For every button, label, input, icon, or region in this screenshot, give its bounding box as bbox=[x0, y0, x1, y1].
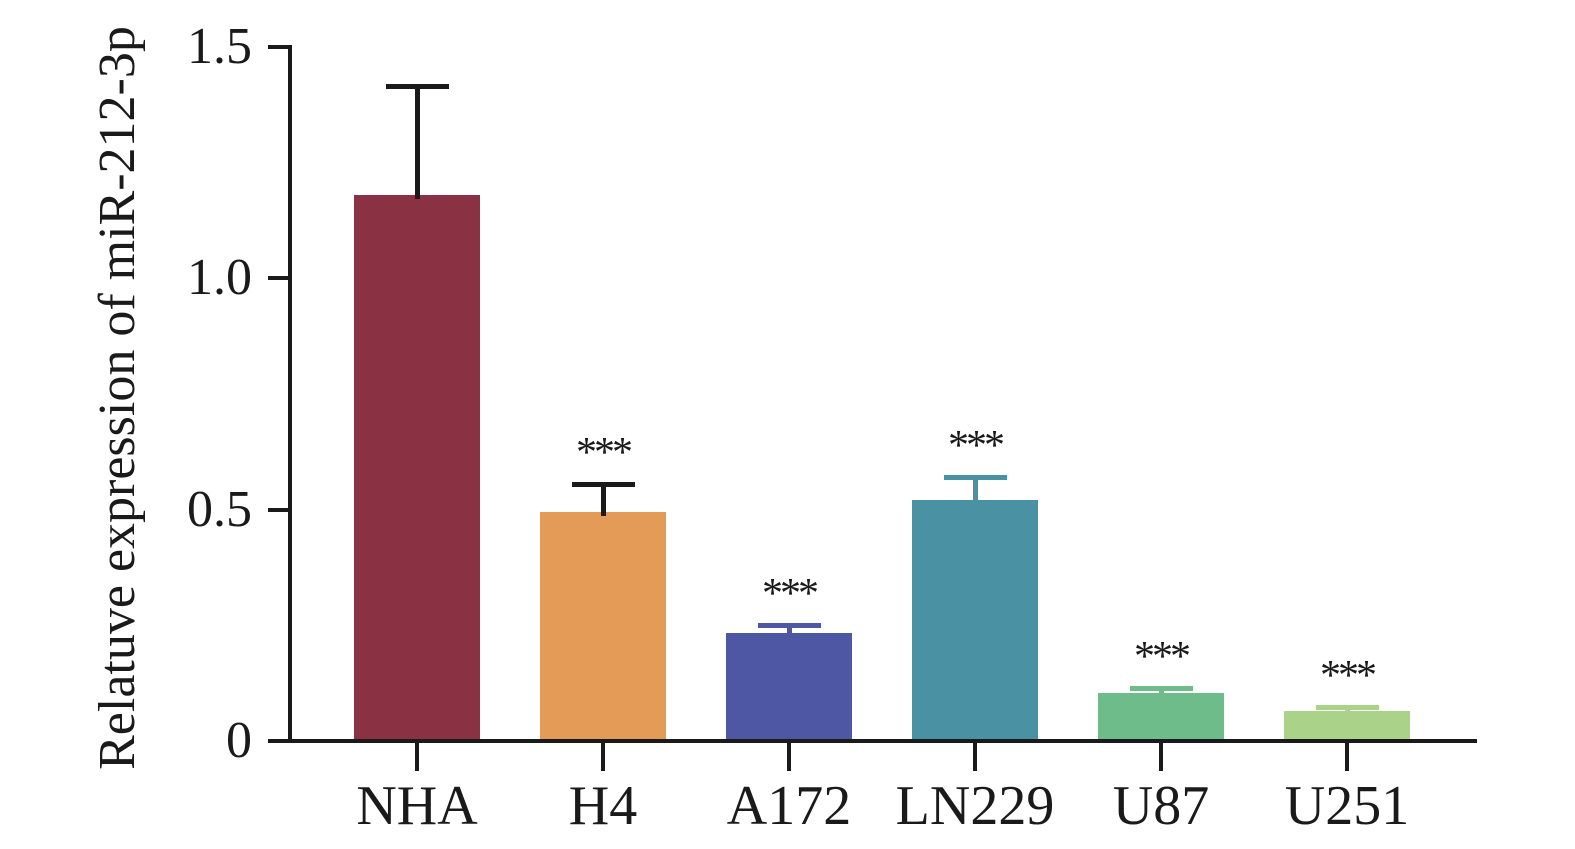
x-tick bbox=[601, 743, 605, 771]
bar-ln229 bbox=[912, 500, 1038, 743]
x-tick bbox=[973, 743, 977, 771]
x-category-label-h4: H4 bbox=[568, 775, 638, 837]
y-tick-label: 1.0 bbox=[187, 249, 252, 307]
x-axis-line bbox=[288, 739, 1477, 743]
error-bar-stem bbox=[786, 623, 792, 638]
y-tick-label: 1.5 bbox=[187, 18, 252, 75]
error-bar-stem bbox=[1344, 704, 1350, 715]
x-tick bbox=[1159, 743, 1163, 771]
significance-label: *** bbox=[576, 429, 633, 476]
x-tick bbox=[787, 743, 791, 771]
error-bar-cap bbox=[1315, 704, 1379, 710]
x-category-label-a172: A172 bbox=[726, 775, 852, 837]
significance-label: *** bbox=[948, 423, 1005, 470]
error-bar-stem bbox=[972, 475, 978, 505]
y-axis-line bbox=[288, 45, 292, 743]
y-tick bbox=[268, 507, 290, 512]
y-tick bbox=[268, 45, 290, 49]
y-tick bbox=[268, 739, 290, 743]
error-bar-cap bbox=[943, 475, 1007, 481]
x-tick bbox=[1345, 743, 1349, 771]
error-bar-cap bbox=[385, 84, 449, 89]
significance-label: *** bbox=[1320, 652, 1377, 699]
error-bar-stem bbox=[600, 481, 606, 516]
error-bar-cap bbox=[757, 623, 821, 629]
error-bar-stem bbox=[1158, 686, 1164, 698]
y-tick bbox=[268, 276, 290, 281]
error-bar-cap bbox=[571, 481, 635, 487]
y-axis-label: Relatuve expression of miR-212-3p bbox=[89, 26, 146, 770]
error-bar-stem bbox=[414, 84, 420, 200]
bar-a172 bbox=[726, 633, 852, 743]
x-category-label-ln229: LN229 bbox=[895, 775, 1055, 837]
significance-label: *** bbox=[762, 571, 819, 618]
y-tick-label: 0.5 bbox=[187, 480, 252, 538]
significance-label: *** bbox=[1134, 634, 1191, 681]
x-category-label-nha: NHA bbox=[356, 775, 478, 837]
error-bar-cap bbox=[1129, 686, 1193, 692]
bar-u251 bbox=[1284, 710, 1410, 743]
x-tick bbox=[415, 743, 419, 771]
x-category-label-u87: U87 bbox=[1112, 775, 1210, 837]
bar-nha bbox=[354, 195, 480, 743]
y-tick-label: 0 bbox=[226, 712, 252, 769]
x-category-label-u251: U251 bbox=[1284, 775, 1410, 837]
bar-u87 bbox=[1098, 693, 1224, 743]
bar-h4 bbox=[540, 511, 666, 743]
